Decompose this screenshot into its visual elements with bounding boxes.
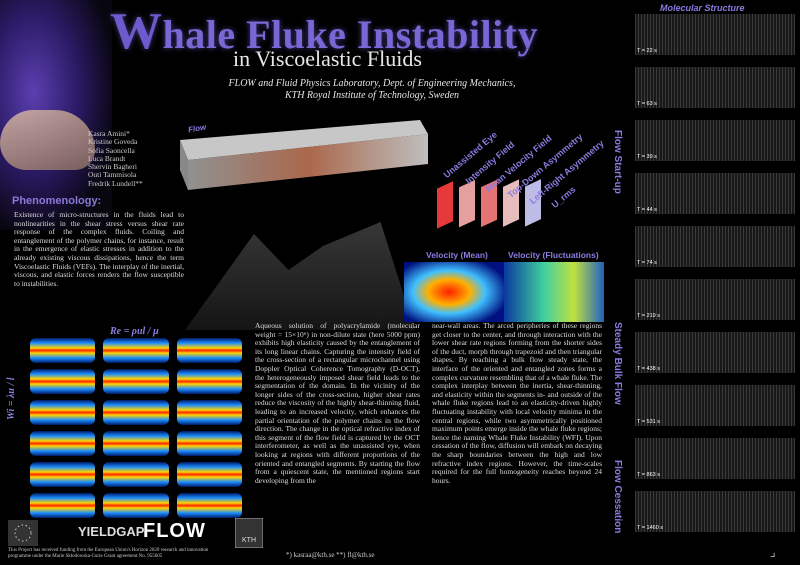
body-column-2: near-wall areas. The arced peripheries o… <box>432 321 603 485</box>
time-frame: T = 1460 s <box>635 491 795 532</box>
velocity-panels <box>404 262 604 322</box>
author-list: Kasra Amini* Kristine Goveda Sofia Saonc… <box>88 129 143 188</box>
time-label: T = 39 s <box>637 154 657 160</box>
grid-cell <box>103 493 169 518</box>
phase-label-cessation: Flow Cessation <box>612 460 623 534</box>
whale-fluke-image <box>185 222 415 330</box>
weissenberg-label: Wi = λu / l <box>6 377 17 420</box>
author: Fredrik Lundell** <box>88 178 143 188</box>
grid-cell <box>30 431 96 456</box>
yieldgap-logo: YIELDGAP <box>78 524 145 539</box>
time-label: T = 219 s <box>637 313 660 319</box>
grid-cell <box>176 462 242 487</box>
grid-cell <box>103 338 169 363</box>
time-label: T = 1460 s <box>637 525 664 531</box>
molecular-structure-title: Molecular Structure <box>660 3 745 13</box>
author: Kasra Amini* <box>88 129 130 138</box>
time-label: T = 44 s <box>637 207 657 213</box>
grid-cell <box>103 400 169 425</box>
velocity-fluctuations-label: Velocity (Fluctuations) <box>508 250 599 260</box>
channel-diagram <box>180 120 428 190</box>
time-frame: T = 863 s <box>635 438 795 479</box>
phenomenology-text: Existence of micro-structures in the flu… <box>14 210 184 288</box>
time-label: T = 74 s <box>637 260 657 266</box>
kth-logo-text: KTH <box>242 537 256 544</box>
affiliation: FLOW and Fluid Physics Laboratory, Dept.… <box>212 78 532 102</box>
finger-image <box>0 110 95 170</box>
author: Sofia Saoncella <box>88 145 135 155</box>
author: Shervin Bagheri <box>88 162 137 172</box>
affiliation-line: KTH Royal Institute of Technology, Swede… <box>284 90 460 101</box>
phase-label-startup: Flow Start-up <box>612 130 623 194</box>
time-frame: T = 22 s <box>635 14 795 55</box>
time-frame: T = 63 s <box>635 67 795 108</box>
time-label: T = 863 s <box>637 472 660 478</box>
intensity-grid <box>30 338 242 518</box>
flow-logo: FLOW <box>143 520 206 542</box>
time-label: T = 22 s <box>637 48 657 54</box>
time-frame: T = 219 s <box>635 279 795 320</box>
phase-label-steady: Steady Bulk Flow <box>612 322 623 405</box>
eu-flag-icon <box>8 520 38 546</box>
time-frame: T = 74 s <box>635 226 795 267</box>
corner-mark: ⌟ <box>770 545 776 559</box>
reynolds-label: Re = ρul / μ <box>110 326 159 337</box>
funding-note: This Project has received funding from t… <box>8 548 209 559</box>
grid-cell <box>103 369 169 394</box>
time-frame: T = 531 s <box>635 385 795 426</box>
grid-cell <box>30 462 96 487</box>
time-frame: T = 39 s <box>635 120 795 161</box>
grid-cell <box>103 431 169 456</box>
molecular-structure-column: T = 22 s T = 63 s T = 39 s T = 44 s T = … <box>635 14 795 552</box>
time-frame: T = 438 s <box>635 332 795 373</box>
grid-cell <box>176 431 242 456</box>
grid-cell <box>176 493 242 518</box>
body-column-1: Aqueous solution of polyacrylamide (mole… <box>255 321 420 485</box>
kth-logo-icon: KTH <box>235 518 263 548</box>
cross-section-panels <box>437 179 541 229</box>
poster-title: Whale Fluke Instability <box>110 3 539 60</box>
grid-cell <box>30 338 96 363</box>
author: Outi Tammisola <box>88 170 137 180</box>
affiliation-line: FLOW and Fluid Physics Laboratory, Dept.… <box>228 78 516 89</box>
time-label: T = 438 s <box>637 366 660 372</box>
time-label: T = 63 s <box>637 101 657 107</box>
grid-cell <box>176 338 242 363</box>
grid-cell <box>30 493 96 518</box>
grid-cell <box>176 369 242 394</box>
author: Luca Brandt <box>88 153 126 163</box>
time-label: T = 531 s <box>637 419 660 425</box>
poster-subtitle: in Viscoelastic Fluids <box>233 46 422 71</box>
velocity-mean-label: Velocity (Mean) <box>426 250 488 260</box>
contact-emails: *) kasraa@kth.se **) fl@kth.se <box>286 551 375 559</box>
grid-cell <box>30 369 96 394</box>
grid-cell <box>103 462 169 487</box>
author: Kristine Goveda <box>88 137 138 147</box>
time-frame: T = 44 s <box>635 173 795 214</box>
phenomenology-heading: Phenomenology: <box>12 195 102 207</box>
grid-cell <box>176 400 242 425</box>
grid-cell <box>30 400 96 425</box>
